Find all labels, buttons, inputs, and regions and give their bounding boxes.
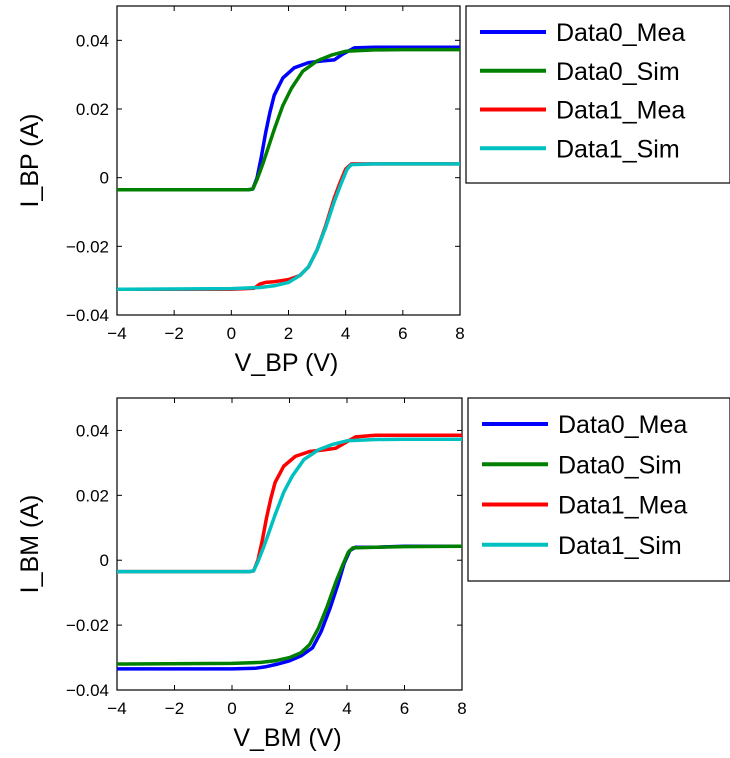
plot-area (116, 5, 461, 316)
y-axis-label: I_BM (A) (16, 495, 44, 594)
x-tick-label: 8 (455, 324, 464, 343)
y-tick-label: 0.04 (76, 421, 109, 440)
x-tick-label: 2 (285, 699, 294, 718)
y-tick-label: 0 (100, 551, 109, 570)
plot-area (116, 397, 463, 691)
legend-label: Data1_Mea (556, 97, 685, 125)
y-axis-label: I_BP (A) (16, 113, 44, 207)
y-tick-label: −0.04 (66, 681, 109, 700)
legend-label: Data1_Sim (558, 532, 682, 560)
x-axis-label: V_BP (V) (235, 349, 339, 377)
x-axis-label: V_BM (V) (233, 724, 341, 752)
x-tick-label: 4 (342, 699, 351, 718)
x-tick-label: 0 (227, 699, 236, 718)
x-tick-label: −2 (164, 324, 183, 343)
legend-label: Data0_Mea (556, 19, 685, 47)
legend-label: Data0_Sim (556, 58, 680, 86)
series-line-data1-sim (117, 437, 462, 574)
legend-label: Data0_Mea (558, 411, 687, 439)
x-tick-label: −2 (165, 699, 184, 718)
series-line-data0-sim (117, 544, 462, 666)
x-tick-label: 6 (400, 699, 409, 718)
x-tick-label: −4 (107, 324, 126, 343)
series-group (117, 433, 462, 671)
x-tick-label: 0 (227, 324, 236, 343)
legend: Data0_Mea Data0_Sim Data1_Mea Data1_Sim (465, 5, 730, 184)
y-tick-label: 0 (100, 169, 109, 188)
x-tick-label: 4 (341, 324, 350, 343)
x-tick-label: 2 (284, 324, 293, 343)
series-line-data0-sim (117, 47, 460, 192)
series-line-data1-sim (117, 162, 460, 292)
y-tick-label: 0.04 (76, 31, 109, 50)
legend-box (467, 397, 730, 582)
y-tick-label: 0.02 (76, 100, 109, 119)
x-tick-label: 8 (457, 699, 466, 718)
legend-label: Data1_Sim (556, 135, 680, 163)
y-tick-label: −0.04 (66, 306, 109, 325)
legend: Data0_Mea Data0_Sim Data1_Mea Data1_Sim (467, 397, 730, 582)
legend-label: Data0_Sim (558, 451, 682, 479)
bottom-chart: −4 −2 0 2 4 6 8 −0.04 −0.02 0 0.02 0.04 V_BM (V) I_BM… (16, 397, 730, 752)
legend-label: Data1_Mea (558, 492, 687, 520)
legend-box (465, 5, 730, 184)
y-tick-label: −0.02 (66, 237, 109, 256)
y-tick-label: −0.02 (66, 616, 109, 635)
y-tick-label: 0.02 (76, 486, 109, 505)
x-tick-label: 6 (398, 324, 407, 343)
top-chart: −4 −2 0 2 4 6 8 −0.04 −0.02 0 0.02 0.04 V_BP (V) I_BP… (16, 5, 730, 377)
x-tick-label: −4 (107, 699, 126, 718)
series-group (117, 45, 460, 292)
